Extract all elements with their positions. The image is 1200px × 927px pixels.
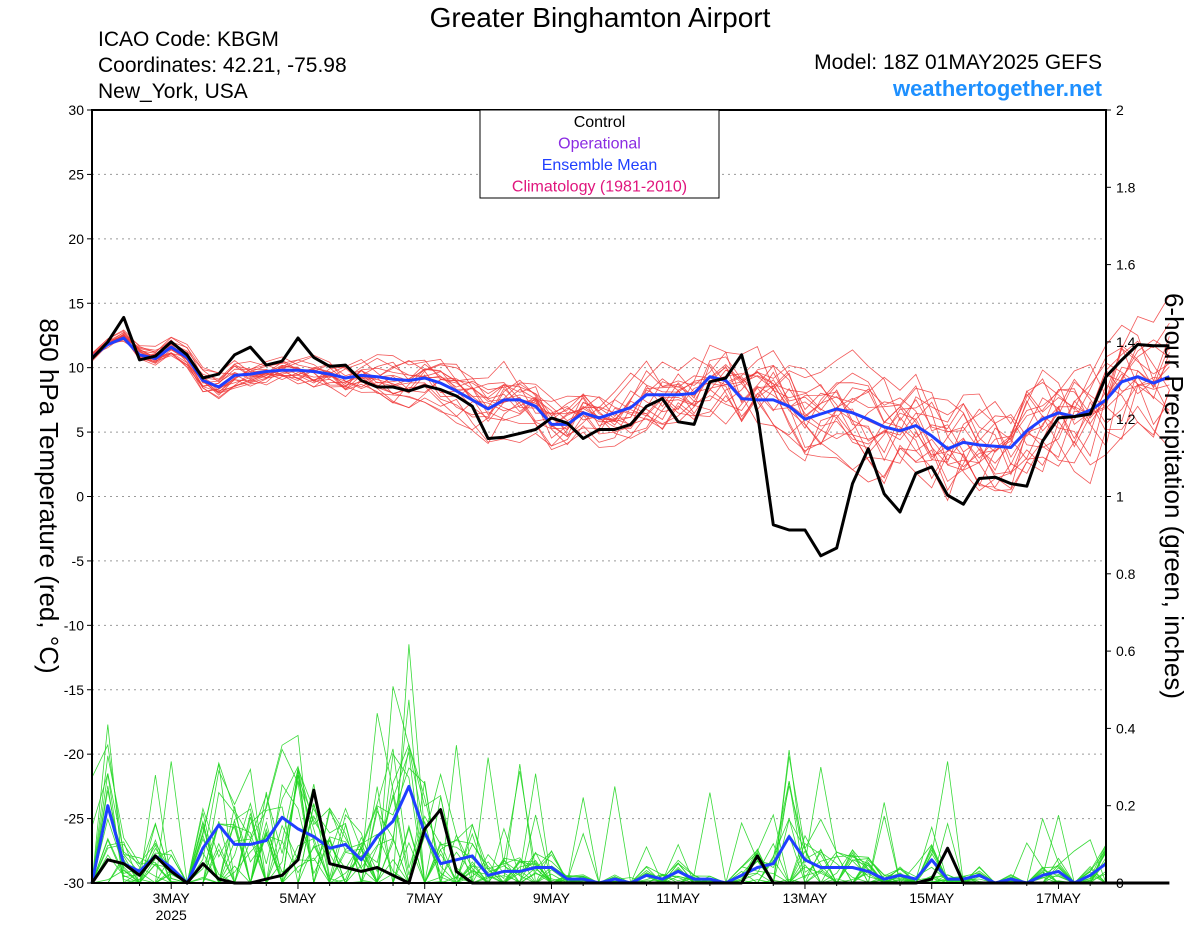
temperature-member-line <box>91 329 1170 502</box>
x-tick-label: 9MAY <box>533 890 571 906</box>
left-tick-label: -10 <box>64 617 84 633</box>
chart-title: Greater Binghamton Airport <box>429 2 771 33</box>
temperature-member-line <box>91 333 1170 475</box>
temperature-member-line <box>91 334 1170 485</box>
left-tick-label: -20 <box>64 746 84 762</box>
precip-member-line <box>92 786 1107 885</box>
right-tick-label: 0.2 <box>1116 798 1136 814</box>
x-tick-label: 17MAY <box>1036 890 1082 906</box>
right-tick-label: 0.6 <box>1116 643 1136 659</box>
left-tick-label: 5 <box>76 424 84 440</box>
left-tick-label: 15 <box>68 295 84 311</box>
temperature-member-line <box>91 337 1170 476</box>
left-axis-title: 850 hPa Temperature (red, °C) <box>34 318 64 673</box>
legend-box <box>479 109 720 199</box>
temperature-member-line <box>91 295 1170 472</box>
precip-member-line <box>91 772 1107 885</box>
temperature-ensemble-mean-line <box>91 336 1170 451</box>
precip-member-line <box>91 699 1107 885</box>
right-tick-label: 0.8 <box>1116 566 1136 582</box>
right-tick-label: 1 <box>1116 489 1124 505</box>
coordinates: Coordinates: 42.21, -75.98 <box>98 54 347 77</box>
left-tick-label: -25 <box>64 811 84 827</box>
precip-member-line <box>92 780 1107 885</box>
temperature-member-line <box>91 332 1170 489</box>
plot-frame <box>91 109 1107 884</box>
location: New_York, USA <box>98 80 248 103</box>
x-tick-label: 13MAY <box>783 890 829 906</box>
temperature-member-line <box>91 322 1170 458</box>
right-tick-label: 0 <box>1116 875 1124 891</box>
brand-link[interactable]: weathertogether.net <box>892 76 1102 101</box>
temperature-control-line <box>90 315 1170 558</box>
temperature-members <box>91 295 1170 502</box>
x-tick-label: 7MAY <box>406 890 444 906</box>
right-tick-label: 1.2 <box>1116 411 1136 427</box>
right-tick-label: 1.8 <box>1116 179 1136 195</box>
left-tick-label: 10 <box>68 360 84 376</box>
left-tick-label: 0 <box>76 489 84 505</box>
x-tick-label: 15MAY <box>909 890 955 906</box>
right-tick-label: 2 <box>1116 102 1124 118</box>
x-tick-year: 2025 <box>156 907 187 923</box>
precip-member-line <box>91 768 1107 884</box>
legend: Control Operational Ensemble Mean Climatolo… <box>479 109 720 199</box>
x-tick-label: 5MAY <box>279 890 317 906</box>
left-tick-label: -15 <box>64 682 84 698</box>
left-tick-label: -5 <box>72 553 85 569</box>
legend-entry: Control <box>574 114 626 131</box>
left-tick-label: 25 <box>68 166 84 182</box>
right-tick-label: 1.6 <box>1116 257 1136 273</box>
x-tick-label: 11MAY <box>656 890 700 906</box>
right-tick-label: 1.4 <box>1116 334 1136 350</box>
legend-entry: Ensemble Mean <box>542 157 658 174</box>
temperature-member-line <box>91 335 1170 487</box>
model-run: Model: 18Z 01MAY2025 GEFS <box>814 51 1102 74</box>
precip-members <box>91 644 1107 885</box>
x-tick-label: 3MAY <box>153 890 191 906</box>
precipitation-ensemble-mean-line <box>90 784 1107 885</box>
right-tick-label: 0.4 <box>1116 720 1136 736</box>
left-tick-label: 20 <box>68 231 84 247</box>
icao-code: ICAO Code: KBGM <box>98 28 279 51</box>
temperature-member-line <box>91 330 1170 490</box>
temperature-member-line <box>91 339 1170 494</box>
legend-entry: Climatology (1981-2010) <box>512 179 687 196</box>
legend-entry: Operational <box>558 136 641 153</box>
left-tick-label: 30 <box>68 102 84 118</box>
left-tick-label: -30 <box>64 875 84 891</box>
right-axis-title: 6-hour Precipitation (green, inches) <box>1159 293 1189 699</box>
